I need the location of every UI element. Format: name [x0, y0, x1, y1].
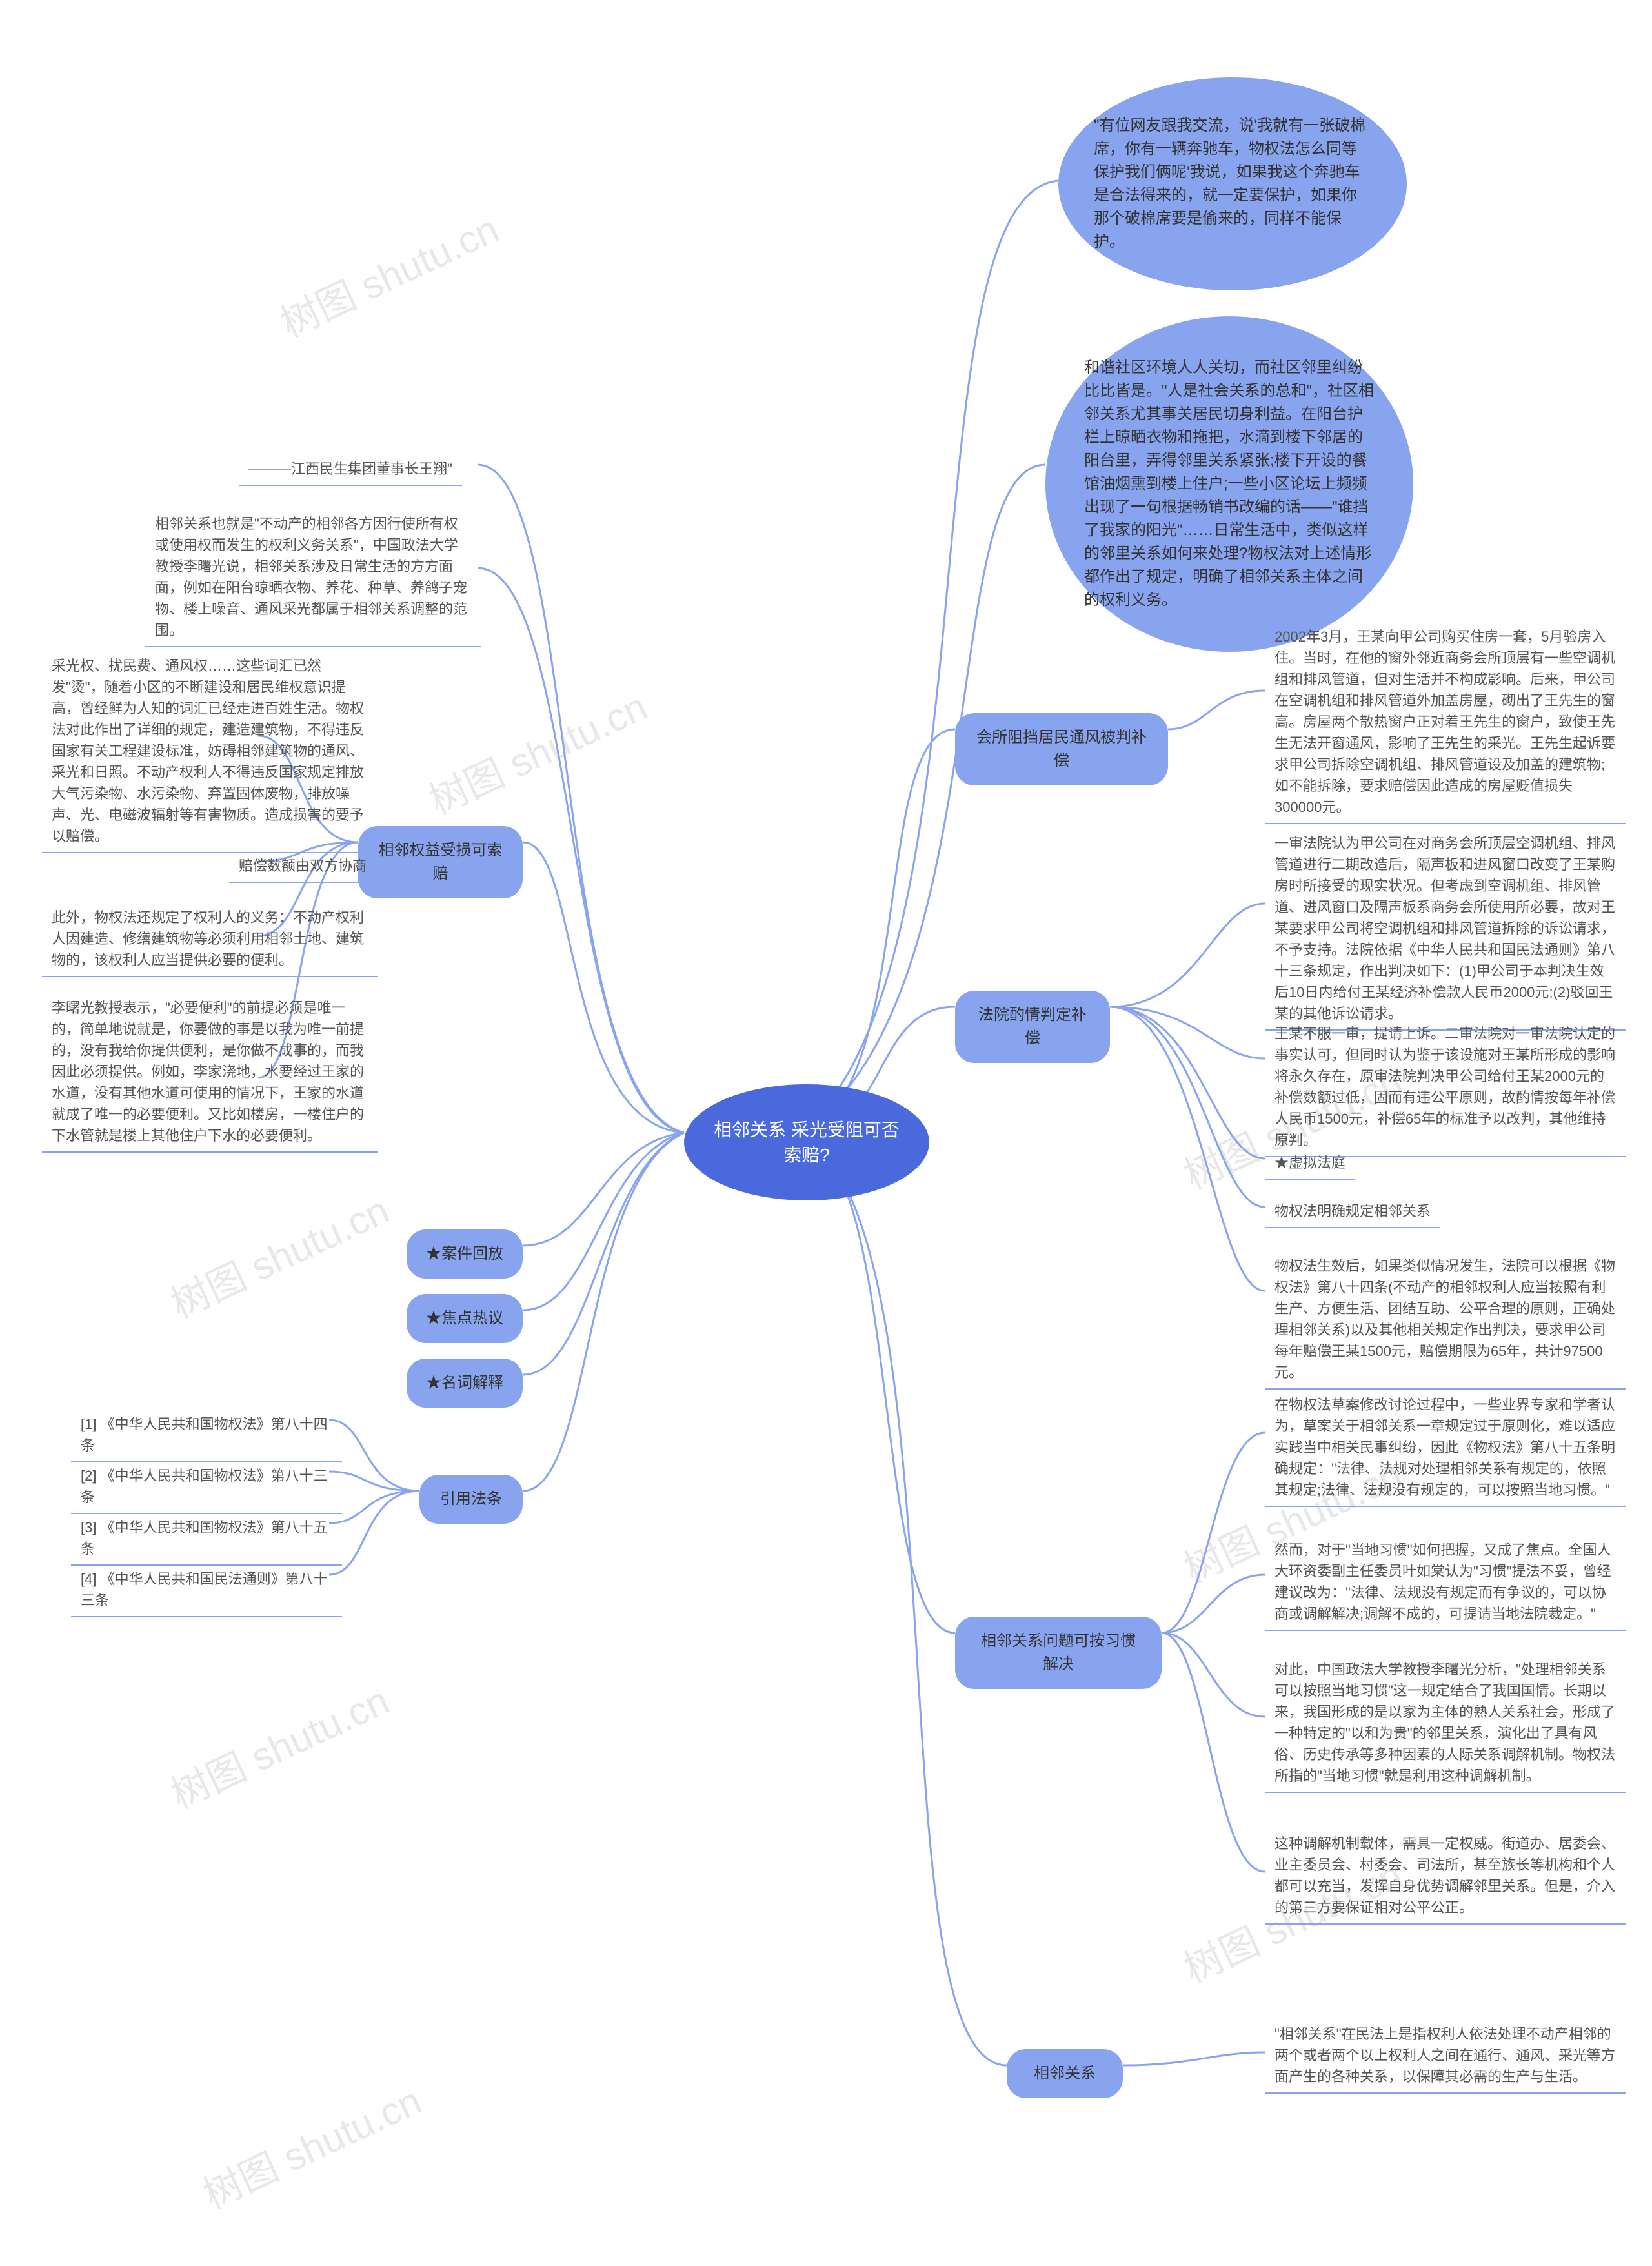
- relation-detail: "相邻关系"在民法上是指权利人依法处理不动产相邻的两个或者两个以上权利人之间在通…: [1265, 2017, 1626, 2094]
- cite-title: 引用法条: [419, 1475, 523, 1524]
- dongshi-node: ———江西民生集团董事长王翔": [239, 452, 462, 486]
- relation-title: 相邻关系: [1007, 2049, 1123, 2098]
- neighbor-p2: 赔偿数额由双方协商: [229, 849, 376, 883]
- neighbor-p4: 李曙光教授表示，"必要便利"的前提必须是唯一的，简单地说就是，你要做的事是以我为…: [42, 991, 378, 1153]
- focus-debate: ★焦点热议: [407, 1294, 523, 1343]
- neighbor-p3: 此外，物权法还规定了权利人的义务：不动产权利人因建造、修缮建筑物等必须利用相邻土…: [42, 900, 378, 977]
- term-explain: ★名词解释: [407, 1359, 523, 1408]
- court-p5: 物权法生效后，如果类似情况发生，法院可以根据《物权法》第八十四条(不动产的相邻权…: [1265, 1249, 1626, 1390]
- court-title: 法院酌情判定补偿: [955, 991, 1110, 1063]
- cite-4: [4] 《中华人民共和国民法通则》第八十三条: [71, 1562, 342, 1617]
- court-p2: 王某不服一审，提请上诉。二审法院对一审法院认定的事实认可，但同时认为鉴于该设施对…: [1265, 1017, 1626, 1157]
- custom-p3: 对此，中国政法大学教授李曙光分析，"处理相邻关系可以按照当地习惯"这一规定结合了…: [1265, 1652, 1626, 1793]
- neighbor-rights-title: 相邻权益受损可索赔: [358, 826, 523, 898]
- case-review: ★案件回放: [407, 1229, 523, 1279]
- left-p1: 相邻关系也就是"不动产的相邻各方因行使所有权或使用权而发生的权利义务关系"，中国…: [145, 507, 481, 647]
- center-node: 相邻关系 采光受阻可否索赔?: [684, 1084, 929, 1200]
- court-p3: ★虚拟法庭: [1265, 1146, 1355, 1180]
- cite-1: [1] 《中华人民共和国物权法》第八十四条: [71, 1407, 342, 1462]
- harmony-node: 和谐社区环境人人关切，而社区邻里纠纷比比皆是。"人是社会关系的总和"，社区相邻关…: [1045, 316, 1413, 652]
- cite-3: [3] 《中华人民共和国物权法》第八十五条: [71, 1510, 342, 1566]
- custom-title: 相邻关系问题可按习惯解决: [955, 1617, 1162, 1689]
- clubhouse-title: 会所阻挡居民通风被判补偿: [955, 713, 1168, 785]
- court-p1: 一审法院认为甲公司在对商务会所顶层空调机组、排风管道进行二期改造后，隔声板和进风…: [1265, 826, 1626, 1031]
- clubhouse-detail: 2002年3月，王某向甲公司购买住房一套，5月验房入住。当时，在他的窗外邻近商务…: [1265, 620, 1626, 824]
- custom-p2: 然而，对于"当地习惯"如何把握，又成了焦点。全国人大环资委副主任委员叶如棠认为"…: [1265, 1533, 1626, 1631]
- court-p4: 物权法明确规定相邻关系: [1265, 1194, 1440, 1228]
- cite-2: [2] 《中华人民共和国物权法》第八十三条: [71, 1459, 342, 1514]
- custom-p4: 这种调解机制载体，需具一定权威。街道办、居委会、业主委员会、村委会、司法所，甚至…: [1265, 1826, 1626, 1925]
- neighbor-p1: 采光权、扰民费、通风权……这些词汇已然发"烫"，随着小区的不断建设和居民维权意识…: [42, 649, 378, 853]
- custom-p1: 在物权法草案修改讨论过程中，一些业界专家和学者认为，草案关于相邻关系一章规定过于…: [1265, 1388, 1626, 1507]
- quote-node: "有位网友跟我交流，说'我就有一张破棉席，你有一辆奔驰车，物权法怎么同等保护我们…: [1058, 77, 1407, 290]
